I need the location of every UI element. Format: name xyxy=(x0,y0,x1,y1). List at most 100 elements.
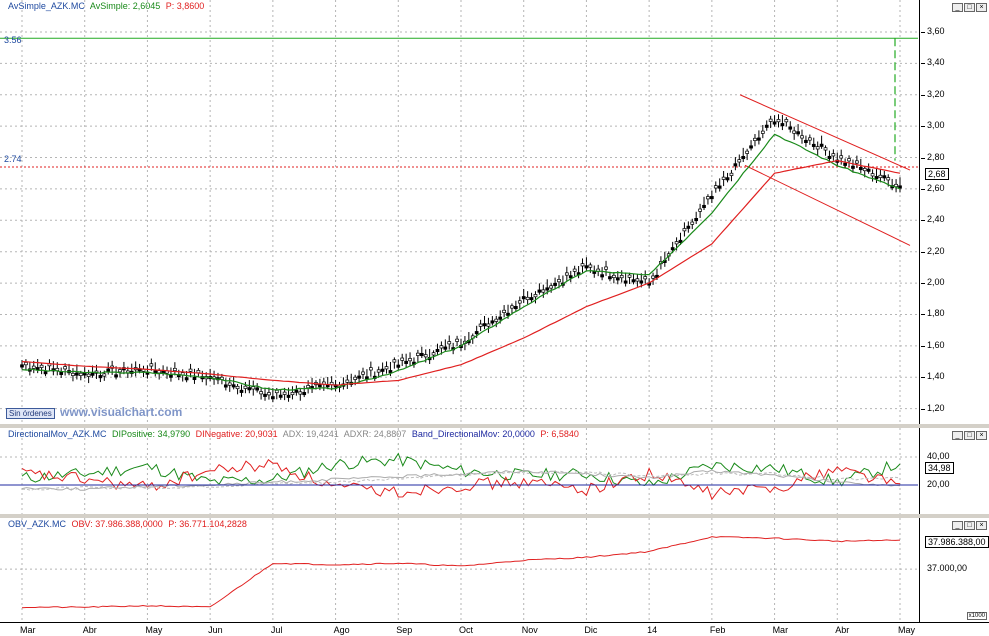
candle-body xyxy=(564,272,569,276)
level-high-label: 3.56 xyxy=(4,35,22,45)
y-tick-mark xyxy=(921,63,925,65)
candle-body xyxy=(102,373,107,377)
minimize-icon[interactable]: _ xyxy=(952,431,963,440)
candle-body xyxy=(827,155,832,159)
price-plot[interactable] xyxy=(0,0,920,424)
obv-panel: OBV_AZK.MC OBV: 37.986.388,0000 P: 36.77… xyxy=(0,518,989,622)
panel-separator[interactable] xyxy=(0,514,989,518)
candle-body xyxy=(306,385,310,389)
candle-body xyxy=(149,363,154,367)
y-tick-label: 3,00 xyxy=(927,120,945,131)
candle-body xyxy=(357,375,361,379)
y-tick-label: 1,80 xyxy=(927,308,945,319)
candle-body xyxy=(608,276,612,280)
minimize-icon[interactable]: _ xyxy=(952,521,963,530)
candle-body xyxy=(227,382,232,386)
close-icon[interactable]: × xyxy=(976,431,987,440)
candle-body xyxy=(745,150,749,154)
candle-body xyxy=(572,268,577,272)
avsimple-value: AvSimple: 2,6045 xyxy=(89,1,161,11)
candle-body xyxy=(286,394,291,398)
close-icon[interactable]: × xyxy=(976,3,987,12)
candle-body xyxy=(651,275,655,279)
y-tick-label: 1,20 xyxy=(927,402,945,413)
candle-body xyxy=(612,274,616,278)
dmi-plot[interactable] xyxy=(0,428,920,514)
candle-body xyxy=(380,368,385,372)
time-axis: Mar Abr May Jun Jul Ago Sep Oct Nov Dic 14 Feb Mar Ab… xyxy=(0,622,989,636)
candle-body xyxy=(678,239,683,243)
candle-body xyxy=(557,279,561,283)
price-chart-svg xyxy=(0,0,918,424)
candle-body xyxy=(196,370,201,374)
maximize-icon[interactable]: □ xyxy=(964,521,975,530)
y-tick-mark xyxy=(921,345,925,347)
candle-body xyxy=(502,309,506,313)
candle-body xyxy=(361,371,365,375)
close-icon[interactable]: × xyxy=(976,521,987,530)
candle-body xyxy=(866,168,871,172)
candle-body xyxy=(760,130,765,134)
candle-body xyxy=(439,345,444,349)
month-tick-label: Nov xyxy=(521,625,538,635)
candle-body xyxy=(294,389,299,393)
y-tick-mark xyxy=(921,126,925,128)
minimize-icon[interactable]: _ xyxy=(952,3,963,12)
month-tick-label: Sep xyxy=(396,625,413,635)
candle-body xyxy=(392,359,397,363)
maximize-icon[interactable]: □ xyxy=(964,3,975,12)
y-tick-label: 2,60 xyxy=(927,182,945,193)
candle-body xyxy=(235,385,240,390)
dmi-chart-svg xyxy=(0,428,918,514)
y-tick-mark xyxy=(921,283,925,285)
candle-body xyxy=(521,296,526,300)
candle-body xyxy=(682,228,687,232)
candle-body xyxy=(882,175,887,179)
candle-body xyxy=(690,221,695,225)
candle-body xyxy=(537,289,542,293)
candle-body xyxy=(510,305,514,309)
y-tick-label: 3,40 xyxy=(927,57,945,68)
y-tick-mark xyxy=(921,251,925,253)
candle-body xyxy=(670,247,675,251)
candle-body xyxy=(114,374,118,378)
series-long-average-line xyxy=(21,159,901,386)
candle-body xyxy=(251,386,256,390)
candle-body xyxy=(811,143,816,147)
adx-value: ADX: 19,4241 xyxy=(282,429,339,439)
candle-body xyxy=(447,341,452,345)
candle-body xyxy=(729,172,734,176)
candle-body xyxy=(674,241,679,245)
candle-body xyxy=(223,384,228,388)
channel-lower-line xyxy=(744,164,911,246)
candle-body xyxy=(274,390,279,394)
panel-separator[interactable] xyxy=(0,424,989,428)
candle-body xyxy=(353,376,358,380)
candle-body xyxy=(713,185,718,189)
candle-body xyxy=(741,155,746,160)
obv-window-controls: _ □ × xyxy=(951,519,987,530)
orders-badge[interactable]: Sin órdenes xyxy=(6,408,55,419)
candle-body xyxy=(400,357,405,361)
maximize-icon[interactable]: □ xyxy=(964,431,975,440)
candle-body xyxy=(843,162,847,166)
month-tick-label: Ago xyxy=(333,625,350,635)
candle-body xyxy=(243,385,248,389)
obv-title: OBV_AZK.MC xyxy=(8,519,67,529)
series-avsimple-line xyxy=(21,133,901,391)
candle-body xyxy=(686,225,691,229)
candle-body xyxy=(478,323,483,327)
candle-body xyxy=(255,387,260,391)
di-negative-value: DINegative: 20,9031 xyxy=(195,429,278,439)
band-value: Band_DirectionalMov: 20,0000 xyxy=(411,429,535,439)
obv-plot[interactable] xyxy=(0,518,920,622)
candle-body xyxy=(600,274,604,278)
dmi-p-value: P: 6,5840 xyxy=(540,429,579,439)
month-tick-label: Mar xyxy=(20,625,36,635)
price-title: AvSimple_AZK.MC xyxy=(8,1,85,11)
candle-body xyxy=(721,176,726,180)
candle-body xyxy=(804,139,808,143)
price-value: P: 3,8600 xyxy=(165,1,205,11)
candle-body xyxy=(615,277,620,281)
candle-body xyxy=(815,146,820,150)
